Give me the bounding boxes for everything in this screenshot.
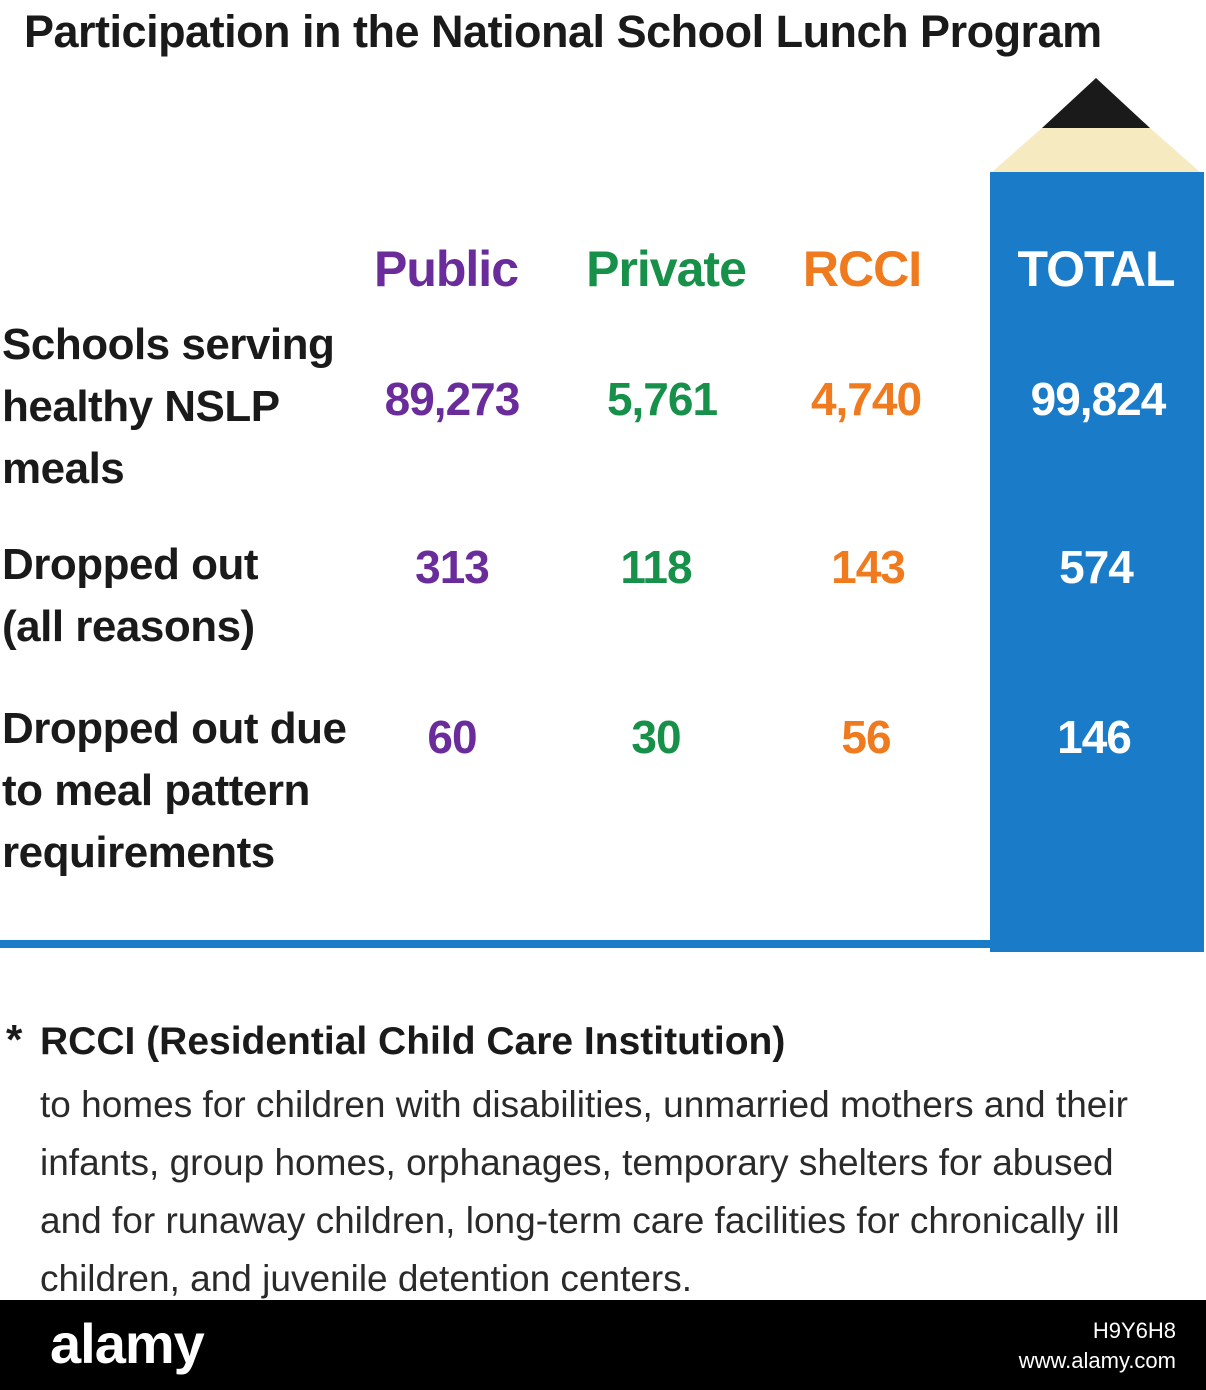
watermark-brand: alamy (50, 1312, 205, 1375)
footnote-body: to homes for children with disabilities,… (40, 1076, 1190, 1308)
row-label-line: Dropped out (2, 540, 259, 589)
row-label-line: to meal pattern (2, 766, 310, 815)
cell-dropped-total: 574 (1059, 541, 1134, 593)
cell-dropped-rcci: 143 (831, 541, 906, 593)
cell-schools-rcci: 4,740 (810, 373, 922, 425)
row-label-line: (all reasons) (2, 602, 255, 651)
row-label-dropped-meal-pattern: Dropped out due to meal pattern requirem… (2, 698, 352, 884)
footnote-line: infants, group homes, orphanages, tempor… (40, 1142, 1114, 1183)
footnote-heading: RCCI (Residential Child Care Institution… (40, 1020, 786, 1063)
row-label-line: requirements (2, 828, 275, 877)
row-label-line: Dropped out due (2, 704, 347, 753)
cell-dropped-private: 118 (620, 541, 692, 593)
cell-meal-rcci: 56 (841, 711, 891, 763)
cell-meal-total: 146 (1057, 711, 1132, 763)
row-label-dropped-out: Dropped out (all reasons) (2, 534, 352, 658)
table-baseline (0, 940, 1000, 948)
cell-schools-total: 99,824 (1030, 373, 1167, 425)
row-label-line: meals (2, 444, 125, 493)
pencil-wood (992, 128, 1200, 172)
row-label-line: Schools serving (2, 320, 335, 369)
total-column-bar (990, 172, 1204, 952)
watermark-bar (0, 1300, 1206, 1390)
cell-schools-public: 89,273 (384, 373, 521, 425)
column-header-public: Public (373, 241, 519, 297)
column-header-total: TOTAL (1017, 241, 1175, 297)
footnote-line: to homes for children with disabilities,… (40, 1084, 1128, 1125)
pencil-tip (1042, 78, 1150, 128)
column-header-rcci: RCCI (802, 241, 922, 297)
column-header-private: Private (586, 241, 747, 297)
chart-title: Participation in the National School Lun… (24, 6, 1102, 57)
cell-meal-private: 30 (631, 711, 681, 763)
watermark-image-id: H9Y6H8 (1092, 1318, 1176, 1343)
footnote-line: children, and juvenile detention centers… (40, 1258, 693, 1299)
row-label-schools-serving: Schools serving healthy NSLP meals (2, 314, 352, 500)
cell-meal-public: 60 (427, 711, 477, 763)
footnote-marker: * (6, 1016, 23, 1063)
row-label-line: healthy NSLP (2, 382, 280, 431)
cell-schools-private: 5,761 (606, 373, 718, 425)
watermark-site: www.alamy.com (1018, 1348, 1176, 1373)
pencil-icon (990, 78, 1204, 952)
cell-dropped-public: 313 (415, 541, 490, 593)
footnote-line: and for runaway children, long-term care… (40, 1200, 1120, 1241)
